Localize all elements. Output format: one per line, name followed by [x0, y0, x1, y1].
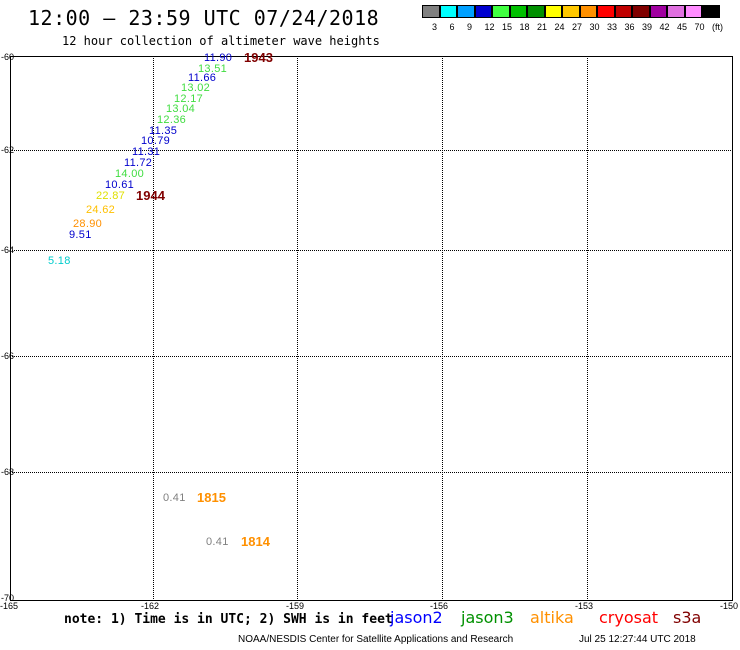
- legend-label: 18: [519, 22, 530, 32]
- color-scale-legend: [422, 5, 720, 18]
- legend-label: 6: [449, 22, 455, 32]
- legend-swatch: [474, 5, 492, 18]
- satellite-legend-jason2: jason2: [390, 608, 443, 627]
- lat-label: -62: [1, 145, 15, 155]
- wave-height-value: 24.62: [86, 204, 116, 216]
- parallel-line: [10, 472, 733, 473]
- wave-height-value: 9.51: [69, 229, 92, 241]
- lon-label: -150: [720, 601, 739, 611]
- pass-time-label: 1814: [241, 534, 270, 549]
- legend-label: 70: [694, 22, 705, 32]
- satellite-legend-s3a: s3a: [673, 608, 702, 627]
- legend-label: 9: [467, 22, 473, 32]
- lat-label: -70: [1, 593, 15, 603]
- wave-height-value: 11.72: [124, 157, 153, 169]
- satellite-legend-jason3: jason3: [461, 608, 514, 627]
- legend-swatch: [684, 5, 702, 18]
- credit-line: NOAA/NESDIS Center for Satellite Applica…: [238, 634, 514, 645]
- lon-label: -159: [286, 601, 305, 611]
- lat-label: -64: [1, 245, 15, 255]
- legend-label: 33: [607, 22, 618, 32]
- legend-label: 15: [502, 22, 513, 32]
- page-subtitle: 12 hour collection of altimeter wave hei…: [62, 34, 380, 48]
- wave-height-value: 11.31: [132, 146, 161, 158]
- legend-swatch: [702, 5, 720, 18]
- parallel-line: [10, 150, 733, 151]
- lon-label: -162: [141, 601, 160, 611]
- legend-label: 24: [554, 22, 565, 32]
- page-title: 12:00 — 23:59 UTC 07/24/2018: [28, 6, 380, 30]
- parallel-line: [10, 356, 733, 357]
- pass-time-label: 1815: [197, 490, 226, 505]
- legend-swatch: [562, 5, 580, 18]
- meridian-line: [442, 56, 443, 601]
- legend-swatch: [649, 5, 667, 18]
- legend-label: 36: [624, 22, 635, 32]
- map-frame: [10, 56, 733, 601]
- parallel-line: [10, 250, 733, 251]
- legend-label: 30: [589, 22, 600, 32]
- wave-height-value: 12.36: [157, 114, 187, 126]
- pass-time-label: 1944: [136, 188, 165, 203]
- legend-swatch: [667, 5, 685, 18]
- wave-height-value: 10.79: [141, 135, 171, 147]
- wave-height-value: 0.41: [163, 492, 186, 504]
- wave-height-value: 13.04: [166, 103, 196, 115]
- wave-height-value: 11.66: [188, 72, 217, 84]
- legend-label: 3: [432, 22, 438, 32]
- pass-time-label: 1943: [244, 50, 273, 65]
- units-note: note: 1) Time is in UTC; 2) SWH is in fe…: [64, 612, 393, 627]
- wave-height-value: 11.35: [149, 125, 178, 137]
- wave-height-value: 0.41: [206, 536, 229, 548]
- legend-swatch: [492, 5, 510, 18]
- wave-height-value: 13.02: [181, 82, 211, 94]
- meridian-line: [153, 56, 154, 601]
- legend-label: (ft): [712, 22, 723, 32]
- lon-label: -156: [430, 601, 449, 611]
- legend-swatch: [509, 5, 527, 18]
- wave-height-value: 22.87: [96, 190, 126, 202]
- lat-label: -60: [1, 52, 15, 62]
- satellite-legend-altika: altika: [530, 608, 574, 627]
- wave-height-value: 12.17: [174, 93, 204, 105]
- wave-height-value: 28.90: [73, 218, 103, 230]
- legend-swatch: [527, 5, 545, 18]
- legend-label: 45: [677, 22, 688, 32]
- legend-swatch: [457, 5, 475, 18]
- lon-label: -165: [0, 601, 19, 611]
- wave-height-value: 11.90: [204, 52, 233, 64]
- meridian-line: [297, 56, 298, 601]
- lon-label: -153: [575, 601, 594, 611]
- wave-height-value: 14.00: [115, 168, 145, 180]
- wave-height-value: 5.18: [48, 255, 71, 267]
- meridian-line: [587, 56, 588, 601]
- wave-height-value: 10.61: [105, 179, 135, 191]
- legend-label: 39: [642, 22, 653, 32]
- wave-height-value: 13.51: [198, 63, 228, 75]
- legend-swatch: [544, 5, 562, 18]
- legend-swatch: [439, 5, 457, 18]
- legend-label: 21: [537, 22, 548, 32]
- legend-swatch: [614, 5, 632, 18]
- legend-swatch: [422, 5, 440, 18]
- satellite-legend-cryosat: cryosat: [599, 608, 659, 627]
- legend-label: 27: [572, 22, 583, 32]
- generated-timestamp: Jul 25 12:27:44 UTC 2018: [579, 634, 696, 645]
- legend-label: 42: [659, 22, 670, 32]
- lat-label: -66: [1, 351, 15, 361]
- legend-label: 12: [484, 22, 495, 32]
- legend-swatch: [597, 5, 615, 18]
- lat-label: -68: [1, 467, 15, 477]
- legend-swatch: [632, 5, 650, 18]
- legend-swatch: [579, 5, 597, 18]
